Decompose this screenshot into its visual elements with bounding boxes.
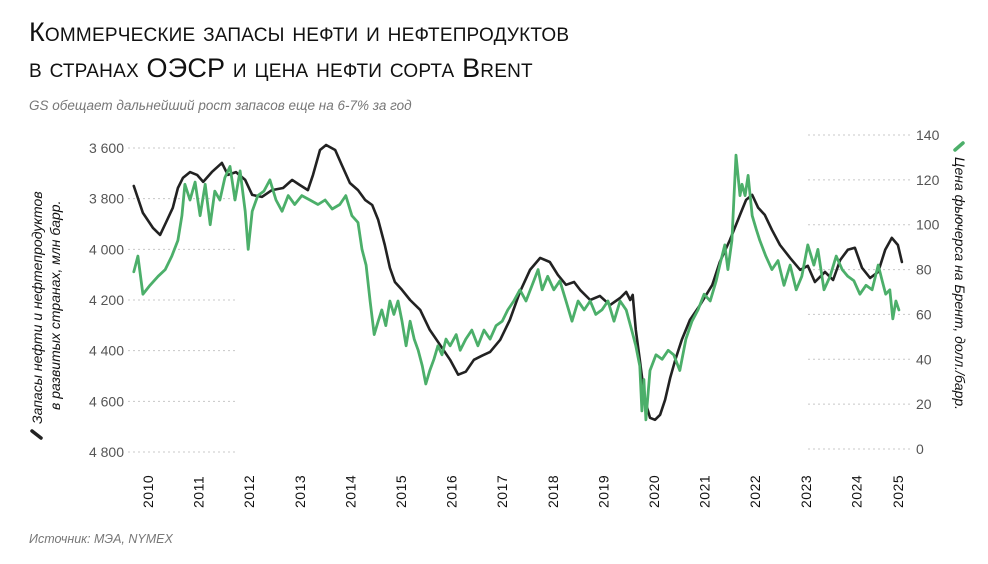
brent-price-line <box>132 153 901 422</box>
source-note: Источник: МЭА, NYMEX <box>29 532 173 546</box>
x-tick-label: 2022 <box>747 475 763 508</box>
x-tick-label: 2024 <box>848 475 864 508</box>
right-tick-label: 140 <box>916 127 940 143</box>
left-tick-label: 4 800 <box>89 444 124 460</box>
x-tick-label: 2012 <box>241 475 257 508</box>
right-legend-slash-icon <box>953 141 965 152</box>
left-tick-label: 4 400 <box>89 343 124 359</box>
right-tick-label: 100 <box>916 217 940 233</box>
x-tick-label: 2013 <box>292 475 308 508</box>
x-tick-label: 2010 <box>140 475 156 508</box>
x-tick-label: 2020 <box>646 475 662 508</box>
left-axis-label-line1: Запасы нефти и нефтепродуктов <box>29 191 45 424</box>
x-tick-label: 2018 <box>545 475 561 508</box>
right-tick-label: 80 <box>916 262 932 278</box>
left-legend-slash-icon <box>30 429 43 440</box>
right-axis-label: Цена фьючерса на Брент, долл./барр. <box>952 141 968 410</box>
left-tick-label: 3 600 <box>89 140 124 156</box>
right-tick-label: 0 <box>916 441 924 457</box>
series-lines <box>132 143 904 422</box>
x-tick-label: 2019 <box>595 475 611 508</box>
x-tick-label: 2023 <box>798 475 814 508</box>
x-tick-label: 2011 <box>191 476 207 508</box>
left-axis-label-line2: в развитых странах, млн барр. <box>47 201 63 410</box>
gridlines <box>128 134 912 453</box>
inventories-line <box>132 143 904 422</box>
chart-title-line2: в странах ОЭСР и цена нефти сорта Brent <box>29 53 533 83</box>
right-tick-label: 40 <box>916 351 932 367</box>
left-axis-label: Запасы нефти и нефтепродуктов в развитых… <box>29 191 63 440</box>
x-tick-label: 2015 <box>393 475 409 508</box>
left-tick-label: 4 600 <box>89 393 124 409</box>
chart-title: Коммерческие запасы нефти и нефтепродукт… <box>29 14 569 86</box>
x-tick-label: 2021 <box>697 475 713 508</box>
chart-title-line1: Коммерческие запасы нефти и нефтепродукт… <box>29 17 570 47</box>
right-tick-label: 20 <box>916 396 932 412</box>
x-tick-label: 2016 <box>444 475 460 508</box>
right-tick-label: 60 <box>916 306 932 322</box>
x-tick-label: 2025 <box>890 475 906 508</box>
x-tick-label: 2017 <box>494 475 510 508</box>
left-tick-label: 4 200 <box>89 292 124 308</box>
left-tick-label: 4 000 <box>89 241 124 257</box>
left-tick-label: 3 800 <box>89 191 124 207</box>
right-axis-label-text: Цена фьючерса на Брент, долл./барр. <box>952 157 968 410</box>
x-tick-label: 2014 <box>342 475 358 508</box>
tick-labels: 3 600 3 800 4 000 4 200 4 400 4 600 4 800 140 12… <box>89 127 940 508</box>
right-tick-label: 120 <box>916 172 940 188</box>
chart-subtitle: GS обещает дальнейший рост запасов еще н… <box>29 98 412 113</box>
